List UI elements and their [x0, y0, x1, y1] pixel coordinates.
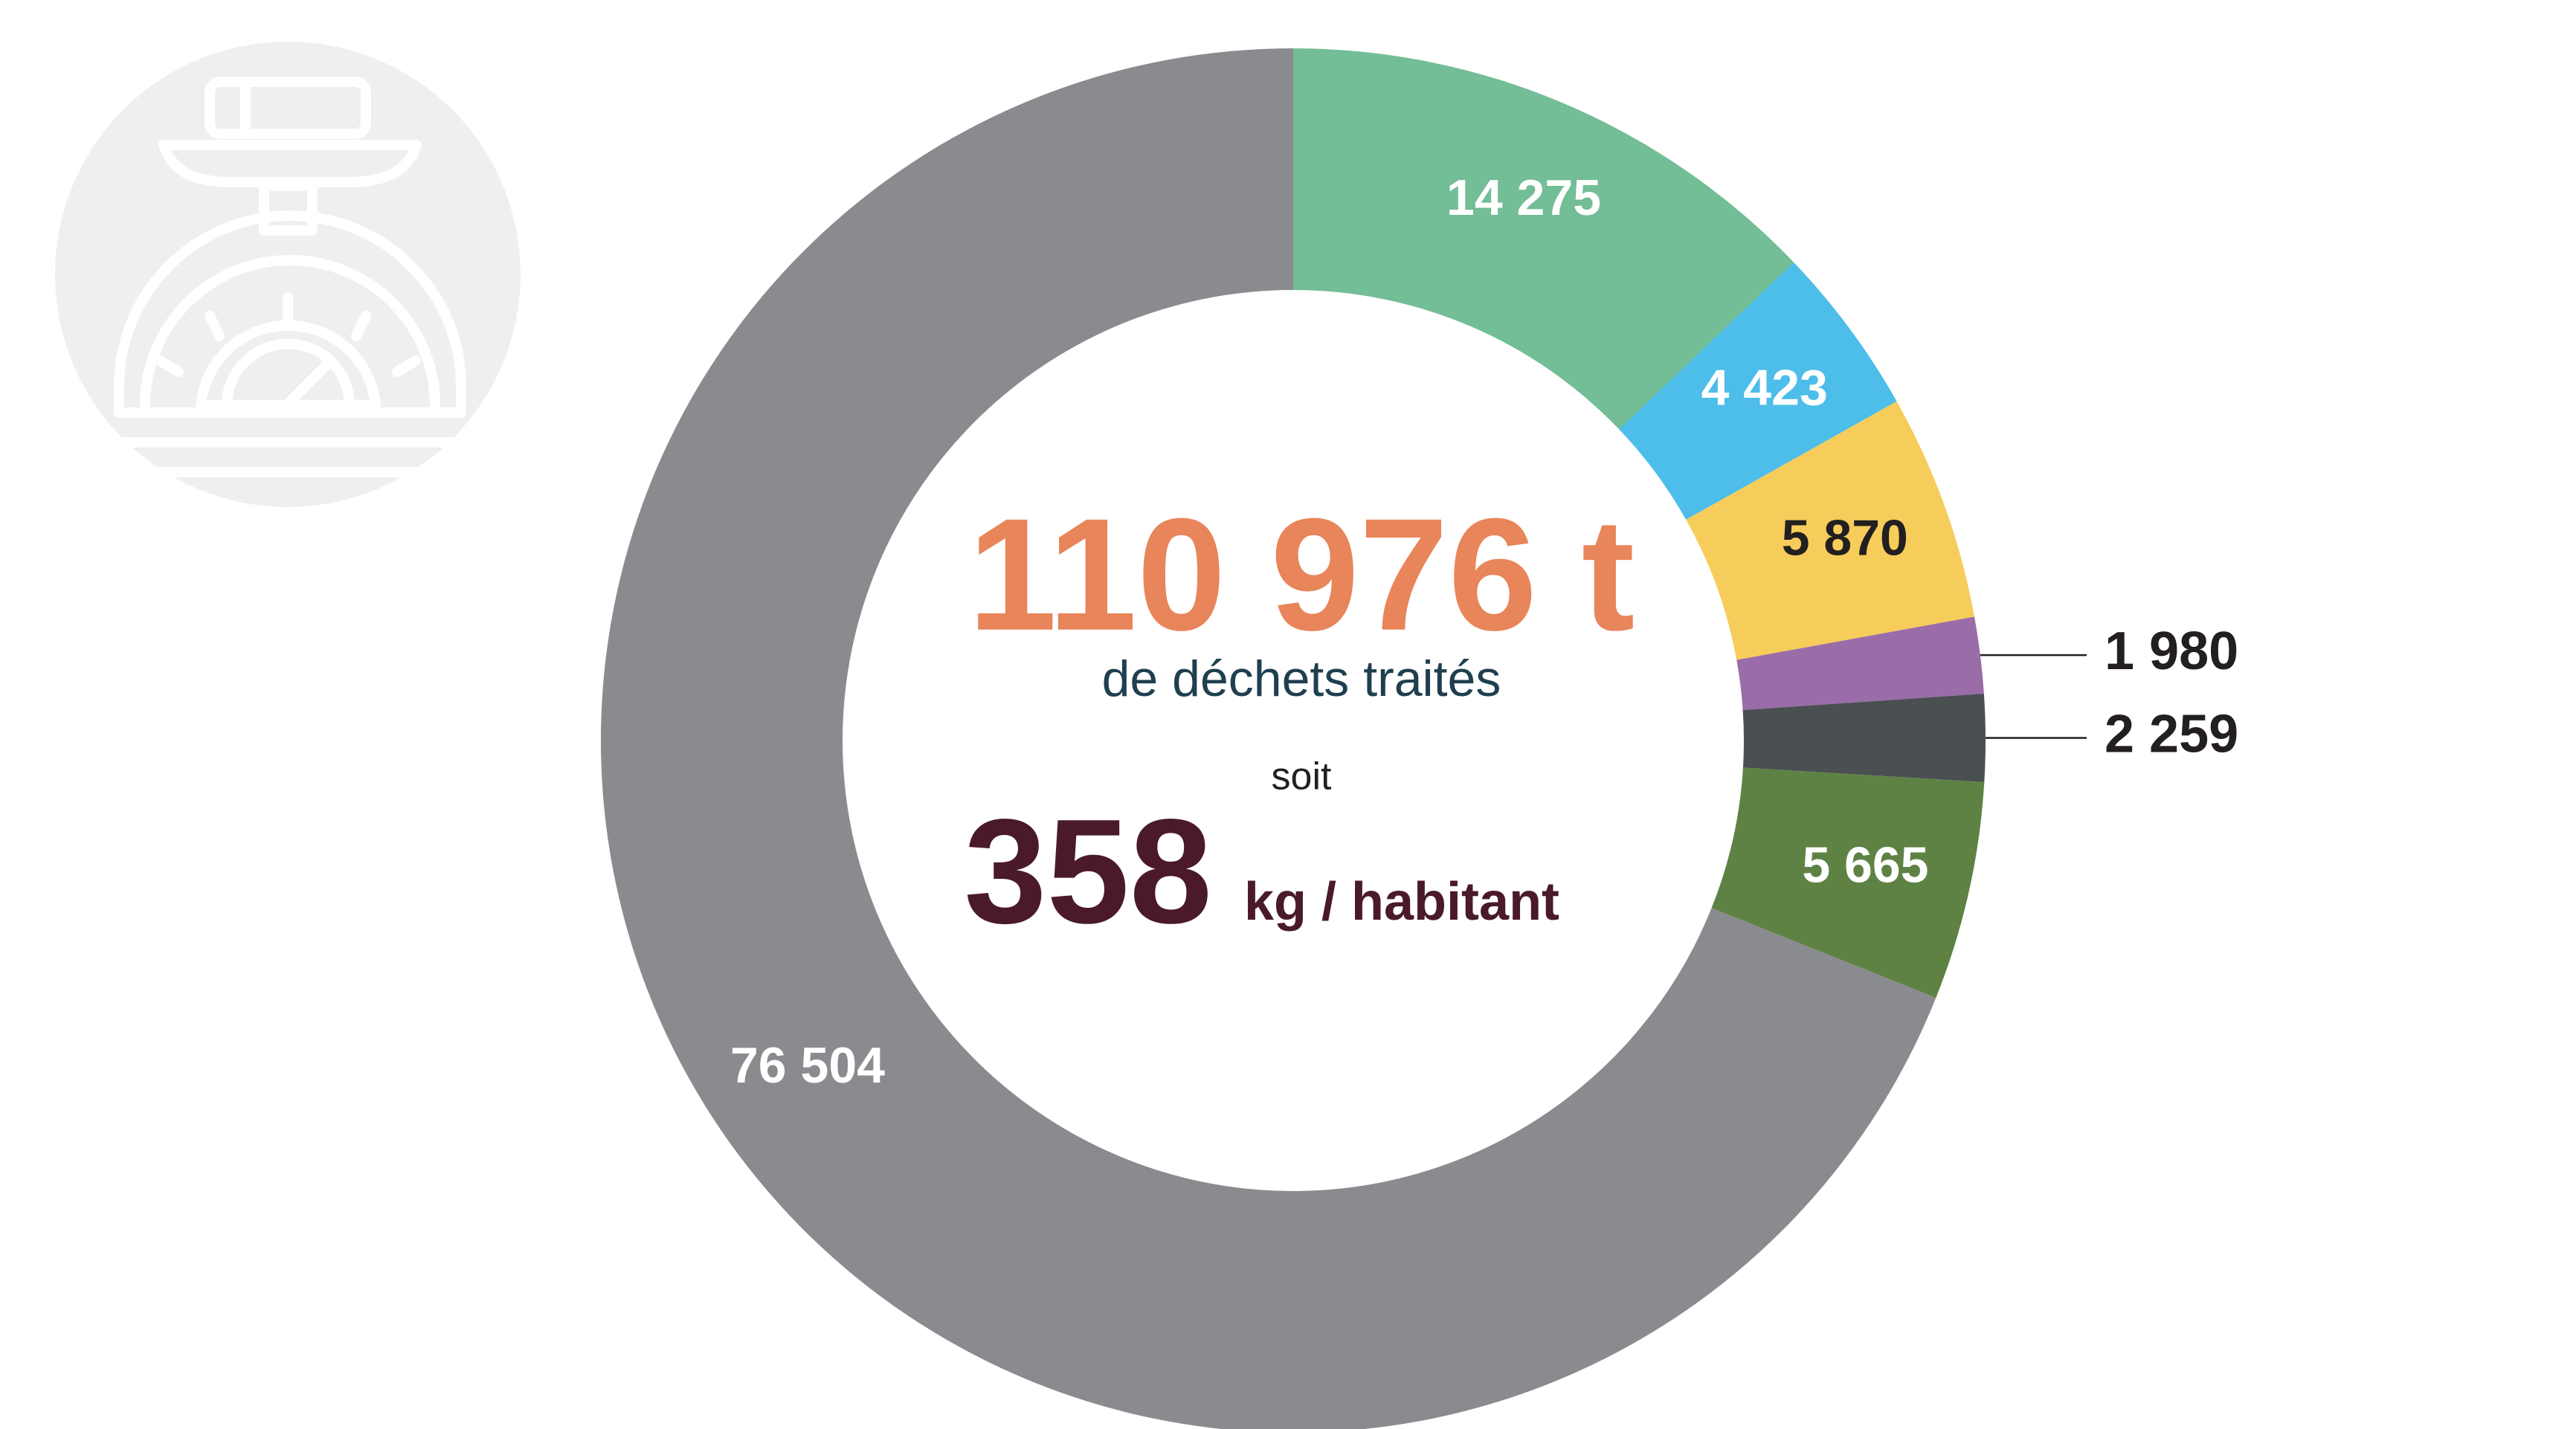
donut-slice [1736, 616, 1984, 710]
donut-slice [601, 48, 1936, 1429]
donut-slice [1686, 401, 1974, 660]
donut-slice [1711, 767, 1985, 999]
connector: soit [1272, 755, 1332, 799]
value-label: 2 259 [2105, 705, 2238, 764]
donut-slice [1293, 48, 1794, 430]
per-capita-unit: kg / habitant [1244, 872, 1559, 932]
scale-icon [55, 42, 521, 507]
total-label: 110 976 t [968, 485, 1635, 664]
value-label: 4 423 [1701, 360, 1828, 416]
total-caption: de déchets traités [1102, 651, 1501, 707]
value-label: 76 504 [730, 1037, 885, 1094]
value-label: 1 980 [2105, 622, 2238, 681]
value-label: 14 275 [1446, 170, 1601, 226]
donut-slice [1742, 694, 1986, 782]
value-label: 5 665 [1802, 836, 1928, 893]
per-capita: 358 [964, 789, 1212, 955]
donut-slice [1619, 262, 1897, 520]
value-label: 5 870 [1782, 510, 1908, 567]
